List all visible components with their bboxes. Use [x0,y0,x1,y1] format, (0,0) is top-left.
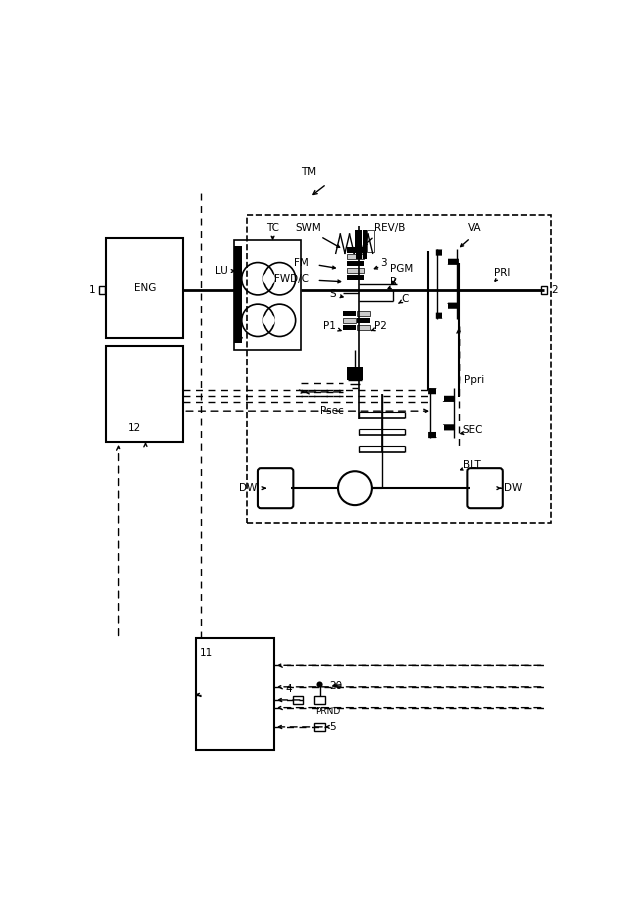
Bar [293,696,303,704]
Text: FM: FM [294,259,308,268]
Text: TC: TC [266,223,280,233]
Text: 2: 2 [551,286,558,296]
Bar [357,318,369,323]
Text: Ppri: Ppri [464,375,484,385]
Bar [344,318,356,323]
Text: DW: DW [239,483,257,493]
Polygon shape [436,249,459,265]
Bar [314,723,325,731]
Bar [357,311,369,316]
Text: 12: 12 [127,423,141,433]
Text: 5: 5 [330,722,336,732]
Text: LU: LU [215,266,228,276]
Bar [314,696,325,704]
Bar [106,237,183,338]
Text: 20: 20 [330,681,342,691]
Circle shape [316,682,323,687]
Polygon shape [436,303,459,319]
Bar [344,311,356,316]
Text: PGM: PGM [390,263,413,274]
Text: SEC: SEC [463,425,483,435]
Text: P1: P1 [323,322,336,332]
Bar [348,367,363,381]
Bar [364,250,367,260]
Bar [348,275,364,280]
Text: REV/B: REV/B [374,223,406,233]
Bar [106,346,183,442]
Text: 1: 1 [89,286,95,296]
Text: R: R [390,277,397,286]
Bar [367,230,374,251]
Bar [344,325,356,330]
Bar [541,286,547,294]
Polygon shape [442,304,448,318]
Bar [234,247,242,344]
Text: 4: 4 [285,684,292,694]
Text: TM: TM [301,167,316,177]
Text: FWD/C: FWD/C [274,274,308,284]
Bar [364,230,367,251]
Bar [196,638,274,750]
Polygon shape [436,425,444,437]
Circle shape [262,314,275,326]
Text: 3: 3 [380,259,387,268]
Polygon shape [428,388,455,402]
Text: PRI: PRI [493,268,510,277]
Bar [357,325,369,330]
Bar [234,240,301,349]
Text: DW: DW [504,483,522,493]
Bar [355,230,362,251]
Text: ENG: ENG [134,283,156,293]
Bar [348,261,364,266]
Text: PRND: PRND [315,707,340,716]
Text: S: S [329,289,336,299]
Bar [348,254,364,260]
Text: VA: VA [467,223,481,233]
Circle shape [262,273,275,285]
Bar [247,214,551,523]
Bar [356,250,362,260]
Text: SWM: SWM [296,223,322,233]
Text: C: C [401,294,408,304]
Polygon shape [428,424,455,438]
Text: BLT: BLT [463,460,481,470]
Bar [348,247,364,252]
Bar [348,268,364,274]
Polygon shape [442,250,448,264]
Polygon shape [436,389,444,401]
Text: 11: 11 [200,648,213,658]
Text: P2: P2 [374,322,387,332]
Text: Psec: Psec [319,407,344,416]
Bar [99,286,106,294]
